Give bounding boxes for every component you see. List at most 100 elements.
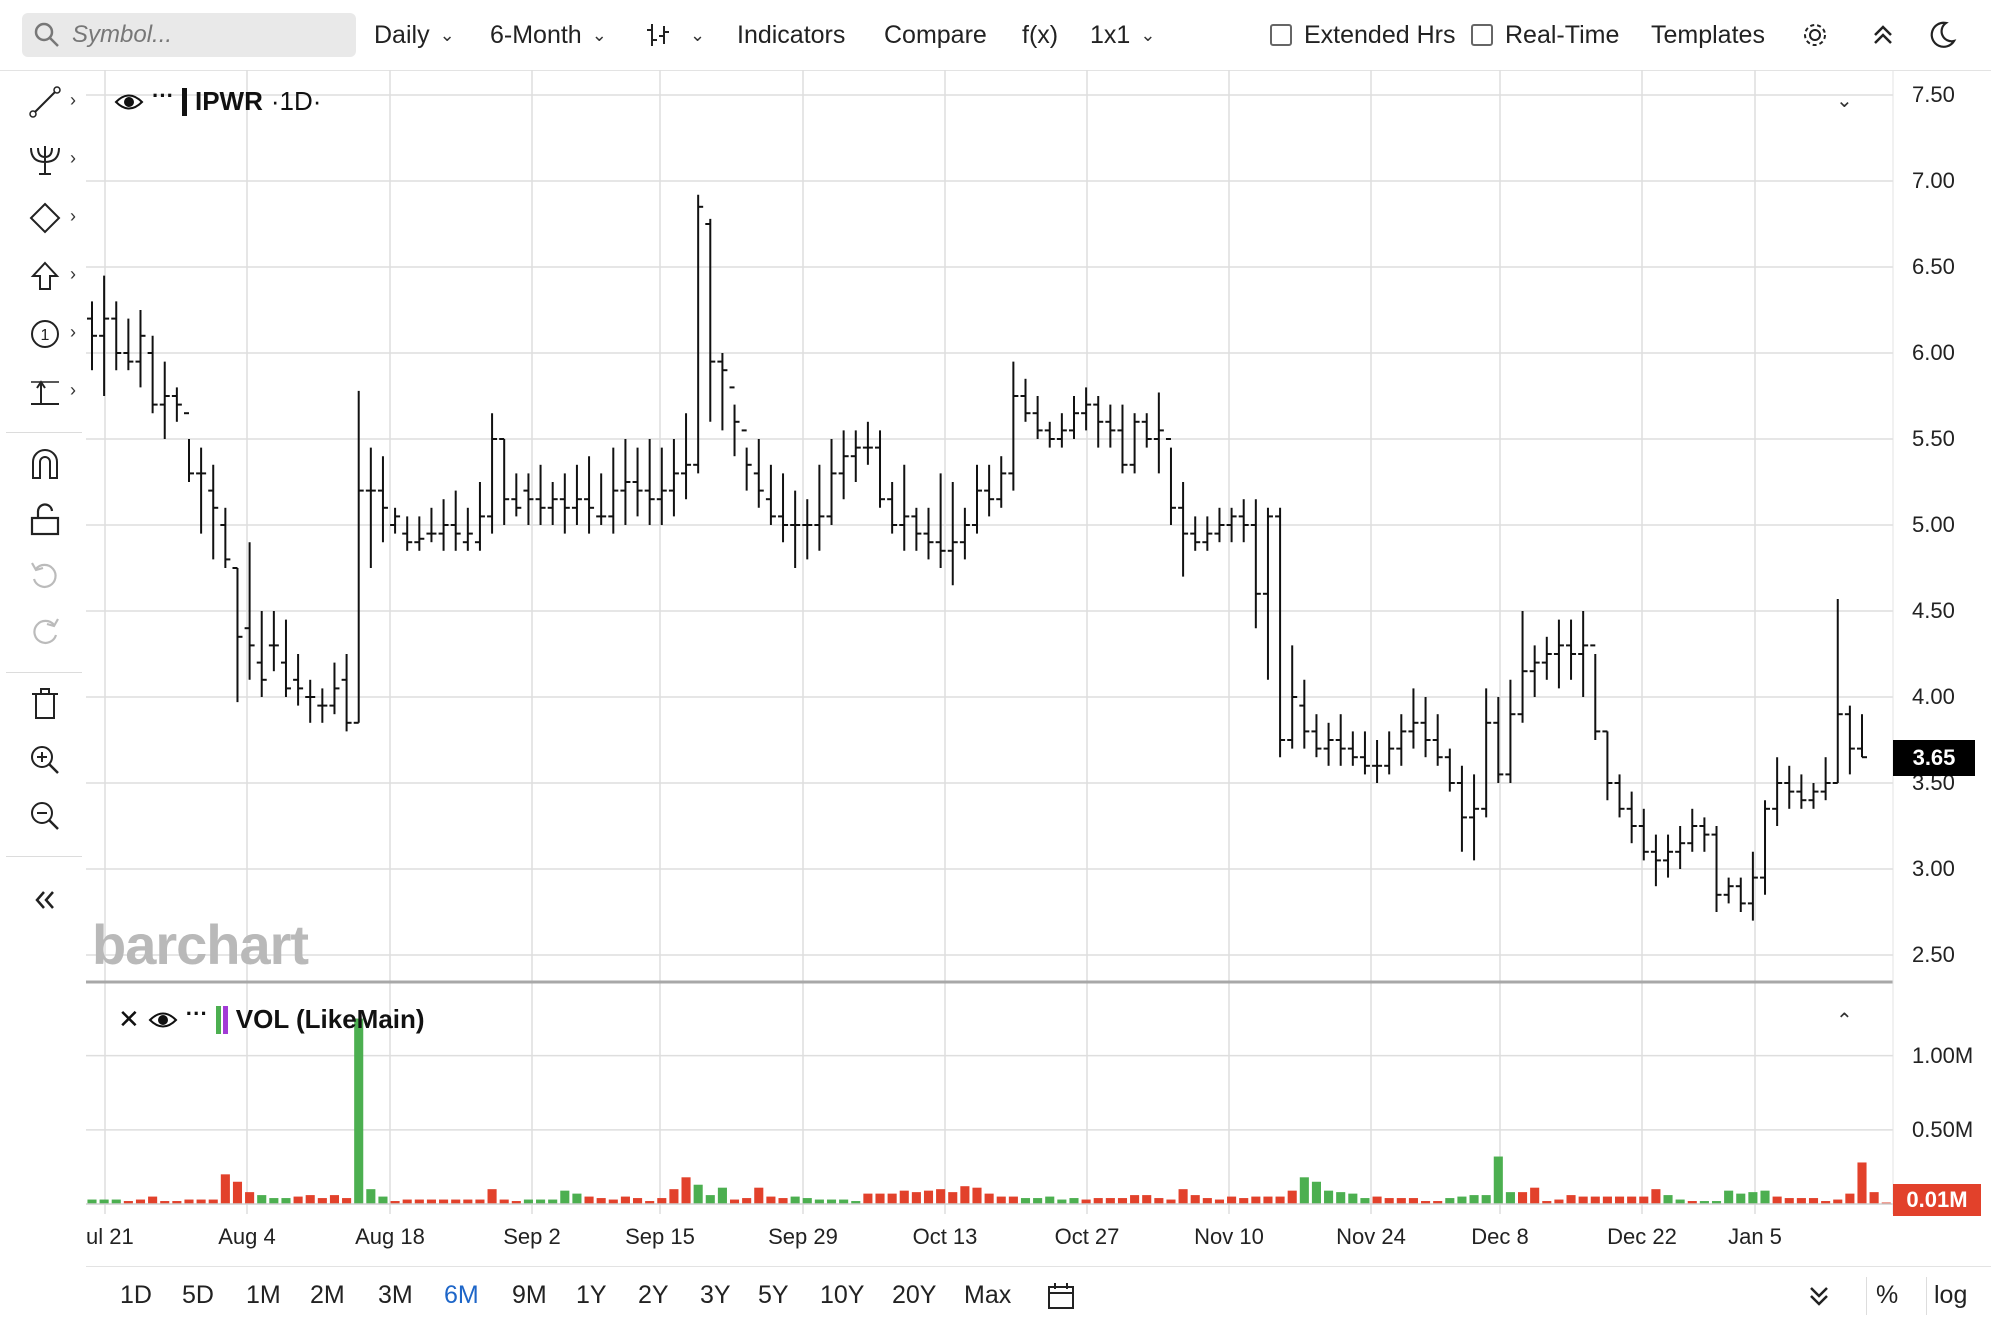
range-button-1m[interactable]: 1M (246, 1281, 281, 1309)
main-legend: ··· IPWR ·1D· (114, 82, 329, 117)
ohlc-bar (511, 473, 522, 517)
ohlc-bar (487, 413, 498, 534)
fx-button[interactable]: f(x) (1022, 20, 1059, 49)
ohlc-bar (1650, 834, 1661, 887)
undo-button[interactable] (20, 554, 70, 598)
real-time-label: Real-Time (1505, 20, 1620, 49)
line-tool-button[interactable]: › (20, 80, 76, 124)
eye-icon[interactable] (114, 91, 144, 113)
extended-hrs-checkbox[interactable] (1270, 24, 1292, 46)
volume-bar (923, 1190, 934, 1204)
ohlc-bar (293, 654, 304, 706)
interval-dropdown[interactable]: Daily ⌄ (374, 0, 455, 70)
chart-type-dropdown[interactable]: ⌄ (644, 0, 705, 70)
ohlc-bar (111, 301, 122, 371)
close-icon[interactable]: ✕ (118, 1004, 140, 1034)
extended-hrs-toggle[interactable]: Extended Hrs (1270, 0, 1455, 70)
dark-mode-toggle[interactable] (1926, 0, 1958, 70)
volume-bar (1639, 1196, 1649, 1204)
ohlc-bar (972, 464, 982, 534)
range-button-3m[interactable]: 3M (378, 1281, 413, 1309)
ohlc-bars-icon (647, 24, 669, 46)
settings-button[interactable] (1800, 0, 1830, 70)
number-marker-button[interactable]: 1 › (20, 312, 76, 356)
eye-icon[interactable] (148, 1009, 178, 1031)
ohlc-bar (717, 353, 728, 431)
chevron-right-icon: › (70, 322, 76, 342)
ohlc-bar (1275, 507, 1286, 758)
expand-range-button[interactable] (1806, 1267, 1832, 1324)
range-button-2y[interactable]: 2Y (638, 1281, 669, 1309)
chevron-right-icon: › (70, 148, 76, 168)
ohlc-bar (875, 430, 886, 508)
redo-button[interactable] (20, 610, 70, 654)
date-range-picker[interactable] (1046, 1267, 1076, 1324)
shape-tool-button[interactable]: › (20, 196, 76, 240)
volume-bar (1421, 1201, 1431, 1204)
range-bar: 1D 5D 1M 2M 3M 6M 9M 1Y 2Y 3Y 5Y 10Y 20Y Max % log (86, 1266, 1991, 1324)
range-button-max[interactable]: Max (964, 1281, 1012, 1309)
range-dropdown[interactable]: 6-Month ⌄ (490, 0, 607, 70)
zoom-out-button[interactable] (20, 794, 70, 838)
volume-bar (342, 1198, 352, 1204)
ohlc-bar (1202, 516, 1213, 551)
magnet-button[interactable] (20, 442, 70, 486)
ohlc-bar (1008, 361, 1019, 491)
extended-hrs-label: Extended Hrs (1304, 20, 1456, 49)
volume-pane-expand-icon[interactable]: ⌃ (1836, 1010, 1853, 1032)
more-options-icon[interactable]: ··· (152, 82, 174, 108)
delete-drawings-button[interactable] (20, 682, 70, 726)
ohlc-bar (1638, 808, 1649, 861)
log-scale-button[interactable]: log (1934, 1281, 1968, 1309)
lock-button[interactable] (20, 498, 70, 542)
volume-bar (972, 1187, 982, 1204)
range-button-2m[interactable]: 2M (310, 1281, 345, 1309)
more-options-icon[interactable]: ··· (185, 1000, 208, 1026)
range-button-1y[interactable]: 1Y (576, 1281, 607, 1309)
range-button-3y[interactable]: 3Y (700, 1281, 731, 1309)
top-toolbar: Symbol... Daily ⌄ 6-Month ⌄ ⌄ Indicators… (0, 0, 1991, 71)
range-button-20y[interactable]: 20Y (892, 1281, 937, 1309)
range-button-5d[interactable]: 5D (182, 1281, 214, 1309)
ohlc-bar (899, 464, 910, 551)
measure-tool-button[interactable]: › (20, 370, 76, 414)
range-button-1d[interactable]: 1D (120, 1281, 152, 1309)
templates-button[interactable]: Templates (1651, 20, 1765, 49)
range-button-6m[interactable]: 6M (444, 1281, 479, 1309)
real-time-checkbox[interactable] (1471, 24, 1493, 46)
collapse-toolbar-button[interactable] (1870, 0, 1896, 70)
symbol-search[interactable]: Symbol... (22, 13, 356, 57)
range-button-9m[interactable]: 9M (512, 1281, 547, 1309)
percent-scale-button[interactable]: % (1876, 1281, 1899, 1309)
volume-bar (439, 1199, 449, 1204)
indicators-button[interactable]: Indicators (737, 20, 846, 49)
collapse-toolbar-left-button[interactable] (20, 878, 70, 922)
layout-dropdown[interactable]: 1x1 ⌄ (1090, 0, 1155, 70)
ohlc-bar (1129, 413, 1140, 474)
main-pane-collapse-icon[interactable]: ⌄ (1836, 90, 1853, 112)
ohlc-bar (741, 429, 752, 491)
volume-bar (802, 1198, 812, 1204)
ohlc-bar (1723, 877, 1734, 904)
measure-tool-icon (31, 380, 59, 405)
range-button-10y[interactable]: 10Y (820, 1281, 865, 1309)
volume-bar (1275, 1196, 1285, 1204)
ohlc-bar (1408, 688, 1419, 749)
volume-bar (1796, 1198, 1806, 1204)
unlock-icon (30, 503, 60, 536)
zoom-in-button[interactable] (20, 738, 70, 782)
ohlc-bar (1262, 507, 1273, 680)
ohlc-bar (317, 688, 328, 723)
volume-bar (1117, 1198, 1128, 1204)
volume-bar (511, 1201, 521, 1204)
compare-button[interactable]: Compare (884, 20, 987, 49)
ohlc-bar (1481, 688, 1492, 818)
volume-bar (1602, 1196, 1612, 1204)
arrow-tool-button[interactable]: › (20, 254, 76, 298)
volume-bar (1711, 1201, 1722, 1204)
pitchfork-tool-button[interactable]: › (20, 138, 76, 182)
ohlc-bar (753, 439, 764, 508)
range-button-5y[interactable]: 5Y (758, 1281, 789, 1309)
real-time-toggle[interactable]: Real-Time (1471, 0, 1619, 70)
